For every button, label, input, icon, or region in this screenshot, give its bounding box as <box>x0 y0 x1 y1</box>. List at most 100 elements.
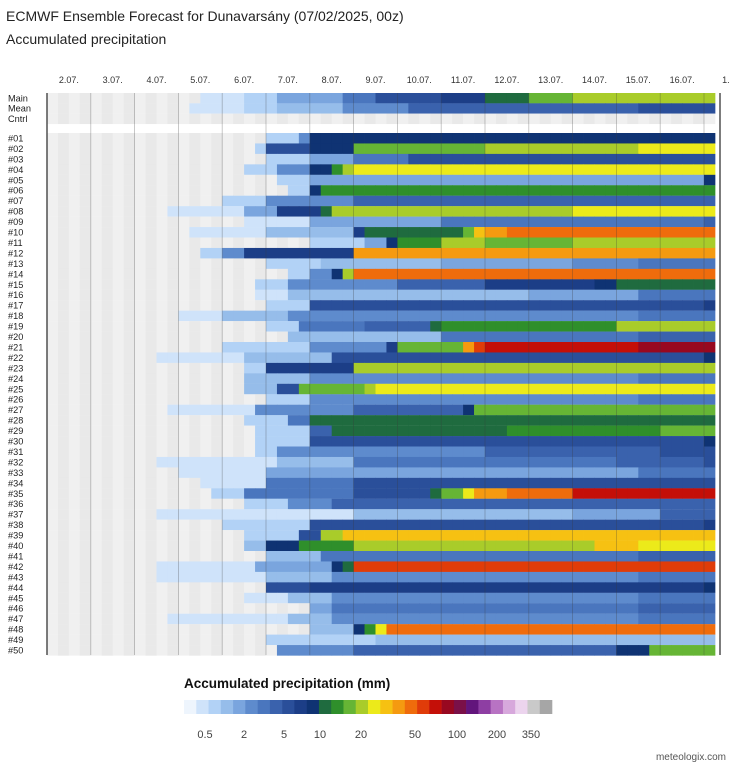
heat-cell <box>638 425 650 437</box>
heat-cell <box>474 540 486 552</box>
heat-cell <box>638 488 650 499</box>
heat-cell <box>57 103 70 114</box>
heat-cell <box>167 592 179 604</box>
heat-cell <box>79 561 92 573</box>
heat-cell <box>90 613 103 625</box>
heat-cell <box>419 133 431 144</box>
heat-cell <box>539 300 552 311</box>
heat-cell <box>189 456 201 468</box>
heat-cell <box>485 519 497 531</box>
heat-cell <box>693 206 705 217</box>
heat-cell <box>101 571 114 583</box>
heat-cell <box>441 436 453 447</box>
heat-cell <box>123 237 135 249</box>
heat-cell <box>244 467 256 478</box>
heat-cell <box>112 582 125 593</box>
heat-cell <box>649 603 661 614</box>
heat-cell <box>47 321 59 332</box>
heat-cell <box>441 206 453 217</box>
heat-cell <box>167 113 179 125</box>
heat-cell <box>430 174 442 186</box>
heat-cell <box>517 509 530 520</box>
member-row <box>47 279 716 290</box>
heat-cell <box>517 582 530 593</box>
heat-cell <box>364 237 376 249</box>
heat-cell <box>266 446 278 458</box>
heat-cell <box>266 530 278 541</box>
heat-cell <box>572 404 584 416</box>
heat-cell <box>704 394 716 405</box>
heat-cell <box>331 394 344 405</box>
heat-cell <box>550 247 563 259</box>
heat-cell <box>375 488 387 499</box>
heat-cell <box>550 206 563 217</box>
heat-cell <box>189 592 201 604</box>
heat-cell <box>244 310 256 322</box>
heat-cell <box>353 436 365 447</box>
heat-cell <box>211 133 223 144</box>
heat-cell <box>112 289 125 301</box>
heat-cell <box>528 247 541 259</box>
heat-cell <box>320 133 333 144</box>
heat-cell <box>222 624 234 635</box>
legend-swatch <box>392 700 406 714</box>
member-row <box>47 206 716 217</box>
heat-cell <box>320 415 333 426</box>
heat-cell <box>331 279 344 290</box>
heat-cell <box>79 582 92 593</box>
heat-cell <box>309 331 322 343</box>
heat-cell <box>178 446 190 458</box>
heat-cell <box>233 415 245 426</box>
heat-cell <box>101 289 114 301</box>
heat-cell <box>638 551 650 562</box>
row-label: #07 <box>8 196 23 206</box>
heat-cell <box>276 446 289 458</box>
heat-cell <box>167 446 179 458</box>
member-row <box>47 133 716 144</box>
heat-cell <box>134 467 146 478</box>
heat-cell <box>430 634 442 646</box>
heat-cell <box>200 143 212 155</box>
heat-cell <box>353 216 365 228</box>
heat-cell <box>57 582 70 593</box>
heat-cell <box>386 634 398 646</box>
heat-cell <box>189 268 201 280</box>
heat-cell <box>90 247 103 259</box>
heat-cell <box>90 268 103 280</box>
heat-cell <box>276 216 289 228</box>
heat-cell <box>660 258 672 269</box>
heat-cell <box>156 456 168 468</box>
heat-cell <box>452 634 464 646</box>
heat-cell <box>276 258 289 269</box>
heat-cell <box>693 279 705 290</box>
heat-cell <box>605 624 617 635</box>
heat-cell <box>408 509 420 520</box>
heat-cell <box>638 103 650 114</box>
heat-cell <box>441 310 453 322</box>
heat-cell <box>375 530 387 541</box>
row-label: #42 <box>8 562 23 572</box>
heat-cell <box>474 592 486 604</box>
heat-cell <box>693 561 705 573</box>
heat-cell <box>101 582 114 593</box>
heat-cell <box>572 456 584 468</box>
heat-cell <box>342 185 354 196</box>
heat-cell <box>68 415 81 426</box>
heat-cell <box>244 425 256 437</box>
heat-cell <box>342 394 354 405</box>
heat-cell <box>211 247 223 259</box>
heat-cell <box>452 174 464 186</box>
heat-cell <box>79 467 92 478</box>
heat-cell <box>200 519 212 531</box>
heat-cell <box>441 571 453 583</box>
heat-cell <box>397 342 409 353</box>
heat-cell <box>123 153 135 165</box>
heat-cell <box>474 477 486 489</box>
heat-cell <box>331 509 344 520</box>
heat-cell <box>485 216 497 228</box>
heat-cell <box>375 582 387 593</box>
heat-cell <box>167 227 179 238</box>
heat-cell <box>572 93 584 104</box>
heat-cell <box>90 321 103 332</box>
heat-cell <box>430 373 442 384</box>
